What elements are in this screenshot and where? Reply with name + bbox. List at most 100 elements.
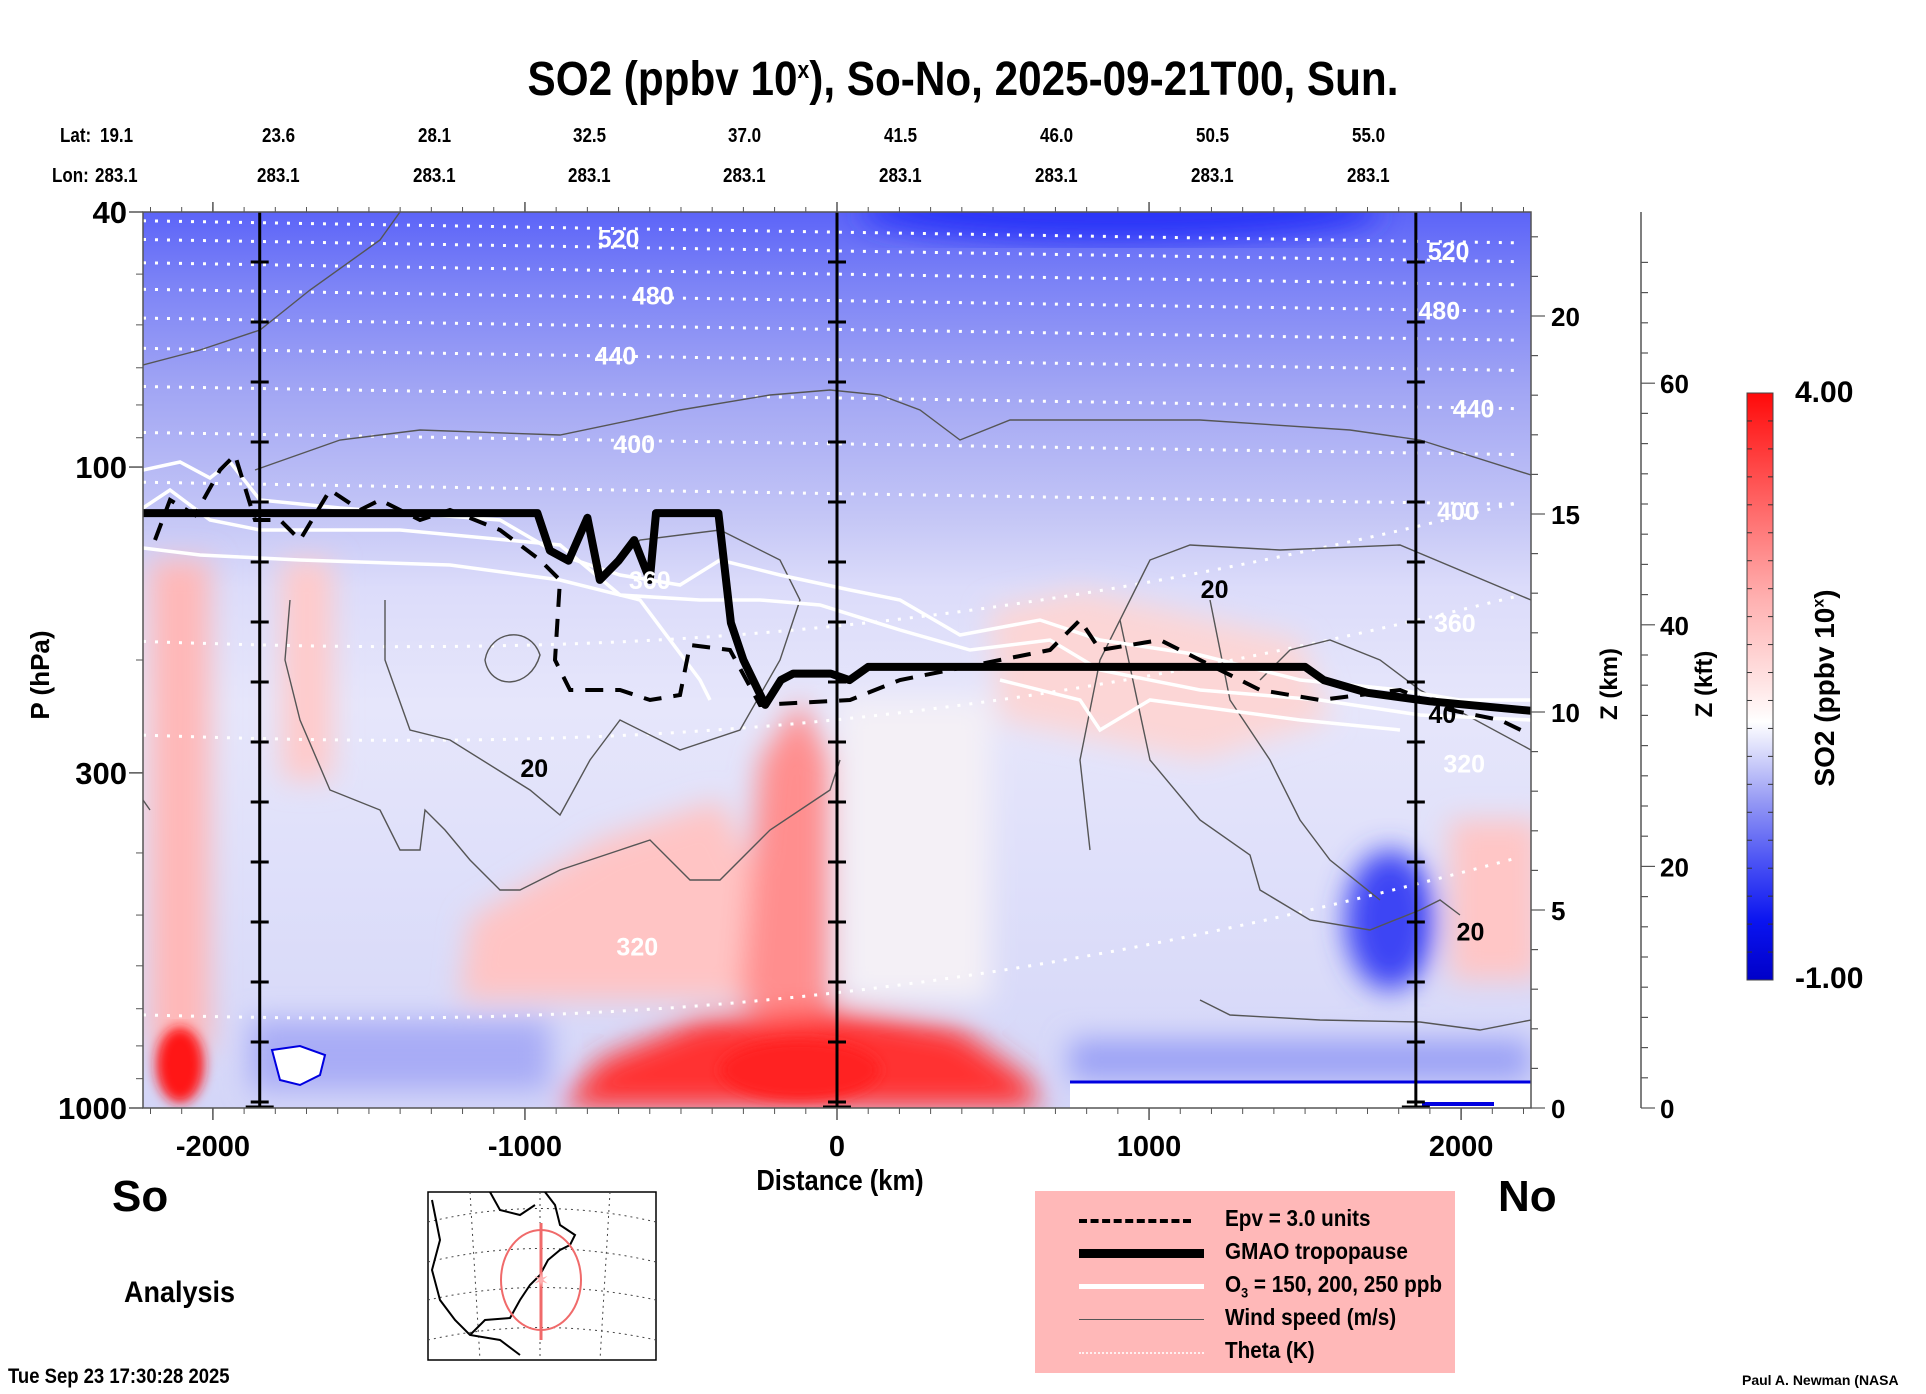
field-blue-edge-right [1422,1102,1494,1106]
lon-value: 283.1 [95,165,138,187]
legend-swatch-white [1079,1284,1204,1289]
z-kft-axis-title: Z (kft) [1691,650,1718,718]
south-label: So [112,1172,169,1221]
theta-contour-340 [143,595,1517,742]
lon-value: 283.1 [879,165,922,187]
inset-map-coastline [430,1191,577,1356]
credit: Paul A. Newman (NASA [1742,1372,1899,1388]
z-kft-tick-label: 60 [1660,369,1689,399]
legend-item-tropopause: GMAO tropopause [1035,1238,1455,1270]
legend: Epv = 3.0 units GMAO tropopause O3 = 150… [1035,1191,1455,1373]
theta-label: 440 [595,343,637,371]
field-red-blob-west [156,1027,204,1103]
lat-value: 50.5 [1196,125,1230,147]
inset-map-center-star: ✶ [533,1270,550,1292]
theta-contour-360 [143,501,1517,649]
lat-value: 41.5 [884,125,918,147]
theta-contour-500 [143,261,1517,287]
lon-value: 283.1 [257,165,300,187]
kft-axis-ticks: 0 20 40 60 [1641,261,1689,1124]
wind-contour [1119,619,1461,931]
theta-contour-320 [143,856,1517,1020]
legend-label: GMAO tropopause [1225,1238,1408,1264]
lat-value: 37.0 [728,125,762,147]
vertical-markers [245,212,1430,1108]
wind-speed-label: 20 [520,755,548,783]
wind-speed-label: 20 [1457,918,1485,946]
colorbar-ticks [1747,420,1773,953]
theta-label: 320 [616,934,658,962]
lat-value: 55.0 [1352,125,1386,147]
inset-map: ✶ [427,1191,657,1361]
legend-item-ozone: O3 = 150, 200, 250 ppb [1035,1271,1455,1303]
theta-label: 480 [1418,298,1460,326]
lon-value: 283.1 [568,165,611,187]
theta-contour-440 [143,346,1517,372]
legend-swatch-thin [1079,1319,1204,1320]
y-axis-title: P (hPa) [25,630,55,720]
legend-item-wind: Wind speed (m/s) [1035,1304,1455,1336]
field-red-blob-central [720,1040,880,1100]
lon-value: 283.1 [1191,165,1234,187]
wind-contour [1079,544,1531,851]
y-tick-label: 1000 [58,1091,127,1126]
legend-swatch-thick [1079,1249,1204,1258]
wind-contour [384,529,801,817]
z-km-tick-label: 5 [1551,896,1565,926]
lon-value: 283.1 [413,165,456,187]
lat-value: 23.6 [262,125,296,147]
legend-label: O3 = 150, 200, 250 ppb [1225,1271,1443,1301]
z-km-tick-label: 10 [1551,698,1580,728]
x-tick-label: 1000 [1117,1131,1182,1163]
z-kft-tick-label: 0 [1660,1094,1674,1124]
z-kft-tick-label: 20 [1660,852,1689,882]
axes: -2000 -1000 0 1000 2000 40 100 300 1000 0 5 10 15 20 [58,195,1580,1163]
theta-label: 400 [1437,498,1479,526]
theta-label: 400 [613,431,655,459]
lon-value: 283.1 [723,165,766,187]
theta-label: 320 [1443,750,1485,778]
wind-contour [1199,999,1531,1031]
theta-contours [143,219,1517,1020]
legend-item-theta: Theta (K) [1035,1337,1455,1369]
wind-contour [284,599,841,891]
field-red-plume-west [150,560,210,1050]
lon-header-label: Lon: [52,165,89,187]
wind-contour [484,634,541,683]
x-tick-label: -2000 [176,1131,250,1163]
colorbar [1746,392,1774,981]
x-tick-label: -1000 [488,1131,562,1163]
theta-contour-480 [143,287,1517,313]
theta-label: 520 [1428,238,1470,266]
lat-value: 46.0 [1040,125,1074,147]
theta-contour-420 [143,385,1517,411]
wind-contour [143,212,401,366]
field-white-zone [840,700,990,1000]
theta-label: 480 [632,283,674,311]
legend-label: Epv = 3.0 units [1225,1205,1371,1231]
colorbar-max-label: 4.00 [1795,376,1854,409]
wind-labels: 20 20 20 40 [520,576,1484,946]
z-km-tick-label: 0 [1551,1094,1565,1124]
ozone-contour [143,546,1401,733]
legend-label: Theta (K) [1225,1337,1315,1363]
z-km-tick-label: 15 [1551,500,1580,530]
theta-label: 360 [1434,610,1476,638]
epv-contour [153,451,1531,737]
wind-contour [143,799,151,811]
tropopause-line [143,509,1531,715]
field-pink-lower-mid [460,800,760,1000]
y-tick-label: 300 [75,756,127,791]
theta-contour-540 [143,219,1517,245]
legend-swatch-dashed [1079,1219,1191,1223]
theta-label: 360 [629,567,671,595]
lat-header-label: Lat: [60,125,92,147]
wind-speed-label: 40 [1428,701,1456,729]
field-red-plume-central [740,700,830,1060]
colorbar-title: SO2 (ppbv 10x) [1809,589,1840,787]
wind-contour [1209,599,1381,901]
colorbar-min-label: -1.00 [1795,962,1864,995]
lat-value: 32.5 [573,125,607,147]
